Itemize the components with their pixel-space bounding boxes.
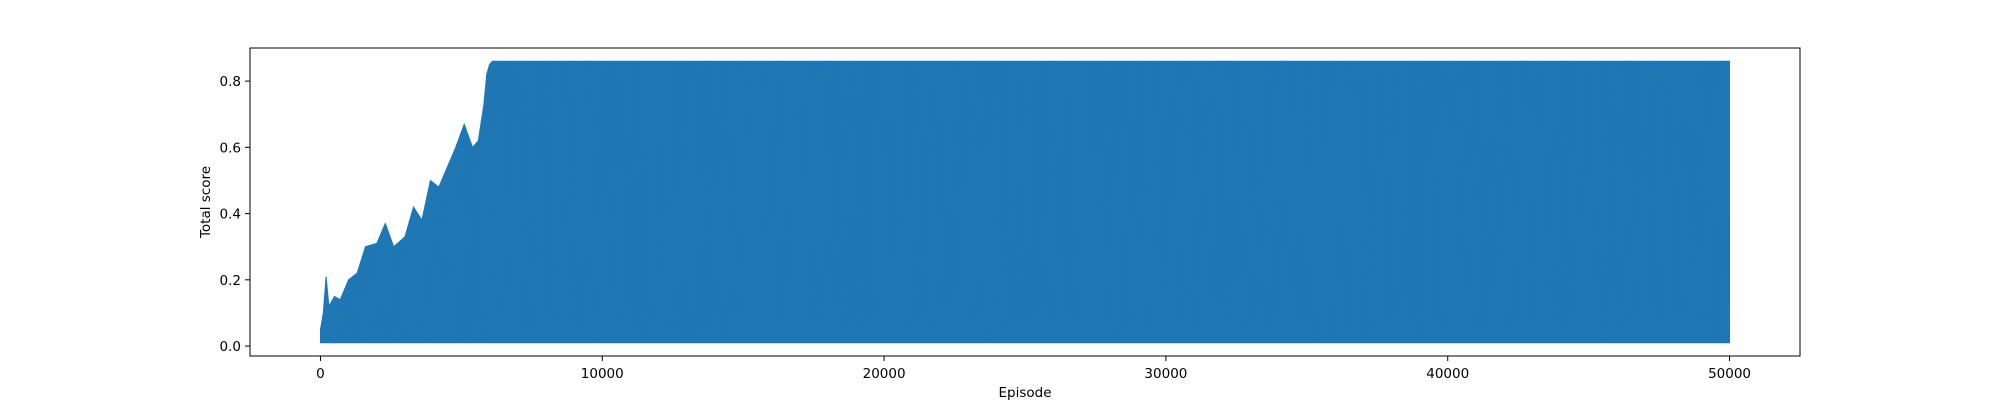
y-tick-label: 0.4: [220, 207, 241, 223]
y-axis-label: Total score: [198, 166, 214, 239]
x-tick-label: 0: [316, 366, 325, 382]
y-tick-label: 0.2: [220, 273, 241, 289]
y-tick-label: 0.0: [220, 339, 241, 355]
series-layer: [319, 59, 1731, 345]
x-tick-label: 10000: [581, 366, 624, 382]
y-tick-label: 0.6: [220, 140, 241, 156]
x-tick-label: 40000: [1426, 366, 1469, 382]
y-tick-label: 0.8: [220, 74, 241, 90]
plot-frame: [249, 47, 1801, 357]
y-axis-ticks: 0.0 0.2 0.4 0.6 0.8: [220, 74, 250, 355]
x-tick-label: 50000: [1708, 366, 1751, 382]
x-tick-label: 20000: [863, 366, 906, 382]
x-axis-ticks: 0 10000 20000 30000 40000 50000: [316, 356, 1751, 382]
x-tick-label: 30000: [1144, 366, 1187, 382]
series-line: [319, 59, 1731, 345]
x-axis-label: Episode: [998, 385, 1051, 400]
